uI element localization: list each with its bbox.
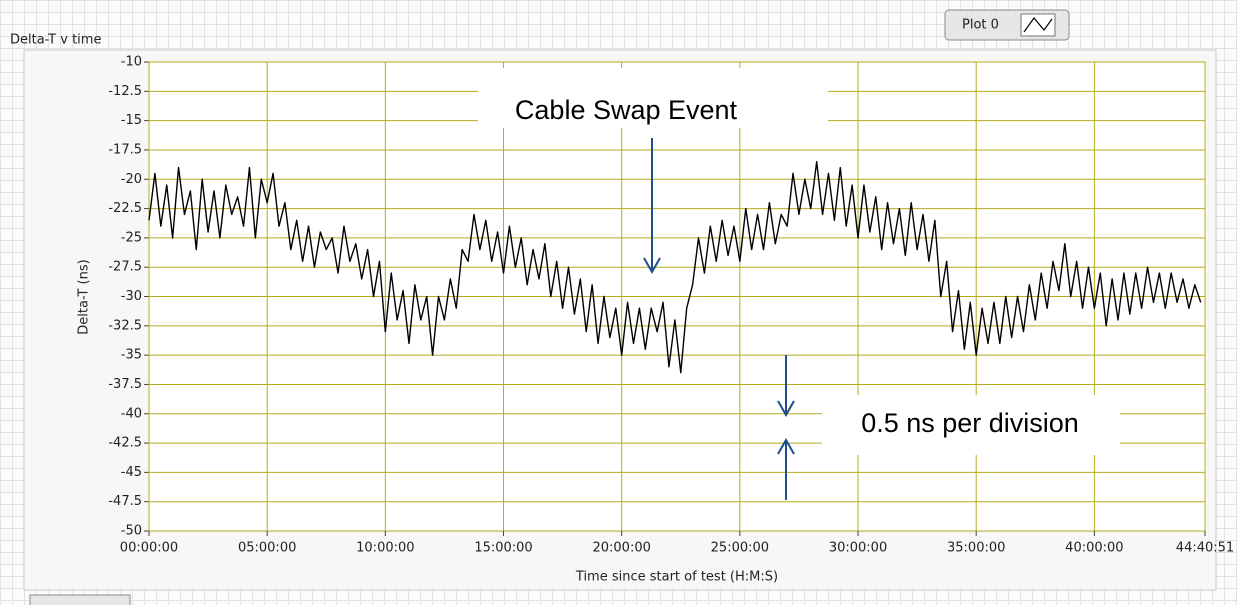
y-tick-label: -20 [121, 172, 142, 187]
y-tick-label: -30 [121, 289, 142, 304]
x-tick-label: 20:00:00 [592, 541, 650, 556]
arrow-head [777, 400, 795, 418]
annotation-cable-swap: Cable Swap Event [478, 68, 828, 275]
y-tick-label: -27.5 [108, 260, 142, 275]
data-line [148, 160, 1202, 374]
y-tick-label: -37.5 [108, 377, 142, 392]
y-tick-label: -35 [121, 348, 142, 363]
annotation-division: 0.5 ns per division [777, 355, 1120, 500]
y-tick-label: -47.5 [108, 494, 142, 509]
legend[interactable]: Plot 0 [944, 9, 1070, 41]
x-axis-label: Time since start of test (H:M:S) [575, 570, 778, 585]
legend-swatch-box [1020, 13, 1056, 37]
y-tick-label: -22.5 [108, 201, 142, 216]
x-tick-label: 05:00:00 [238, 541, 296, 556]
annotation-box [822, 395, 1120, 455]
legend-swatch [1023, 17, 1053, 33]
arrow-head [777, 437, 795, 455]
x-tick-label: 10:00:00 [356, 541, 414, 556]
annotation-text: 0.5 ns per division [861, 408, 1079, 438]
scale-toolbar[interactable] [29, 594, 131, 605]
y-tick-label: -40 [121, 406, 142, 421]
y-tick-label: -32.5 [108, 318, 142, 333]
x-tick-label: 30:00:00 [829, 541, 887, 556]
y-tick-label: -42.5 [108, 436, 142, 451]
chart-title: Delta-T v time [10, 33, 101, 48]
x-tick-label: 00:00:00 [120, 541, 178, 556]
y-tick-label: -25 [121, 230, 142, 245]
toolbar[interactable] [29, 594, 131, 605]
x-tick-label: 25:00:00 [711, 541, 769, 556]
annotation-text: Cable Swap Event [515, 95, 738, 125]
y-tick-label: -50 [121, 524, 142, 539]
x-tick-label: 15:00:00 [474, 541, 532, 556]
y-tick-label: -45 [121, 465, 142, 480]
annotation-box [478, 68, 828, 128]
y-tick-label: -10 [121, 55, 142, 70]
x-tick-label: 44:40:51 [1176, 541, 1234, 556]
legend-label: Plot 0 [962, 18, 999, 33]
x-tick-label: 35:00:00 [947, 541, 1005, 556]
x-tick-label: 40:00:00 [1065, 541, 1123, 556]
y-tick-label: -17.5 [108, 142, 142, 157]
y-axis-label: Delta-T (ns) [77, 259, 92, 334]
y-tick-label: -12.5 [108, 84, 142, 99]
y-tick-label: -15 [121, 113, 142, 128]
arrow-head [643, 257, 661, 275]
